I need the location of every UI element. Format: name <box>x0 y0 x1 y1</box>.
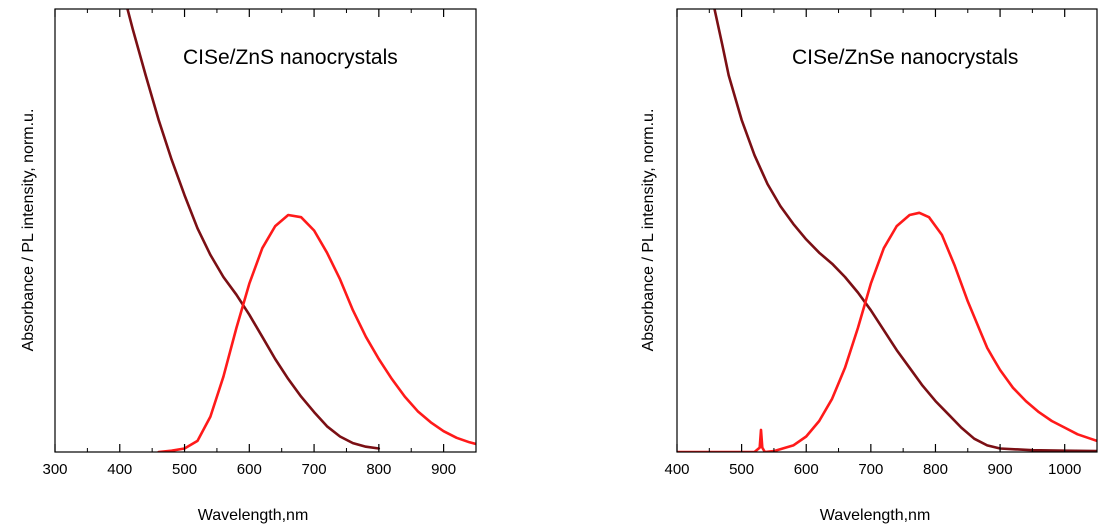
series-line-0 <box>713 9 1097 452</box>
chart-title: CISe/ZnSe nanocrystals <box>792 46 1018 69</box>
x-tick-label: 400 <box>107 461 132 478</box>
x-tick-label: 600 <box>237 461 262 478</box>
series-line-1 <box>677 211 1097 452</box>
y-axis-title: Absorbance / PL intensity, norm.u. <box>20 109 37 352</box>
x-tick-label: 500 <box>729 461 754 478</box>
x-tick-label: 500 <box>172 461 197 478</box>
x-tick-label: 400 <box>664 461 689 478</box>
x-tick-label: 300 <box>42 461 67 478</box>
chart-left: CISe/ZnS nanocrystals Wavelength,nm Abso… <box>20 8 477 524</box>
x-tick-label: 900 <box>988 461 1013 478</box>
series-line-0 <box>126 9 381 450</box>
x-axis-title: Wavelength,nm <box>820 507 931 524</box>
x-axis-title: Wavelength,nm <box>198 507 309 524</box>
plot-frame <box>54 8 477 453</box>
plot-frame <box>676 8 1098 453</box>
series-line-1 <box>157 213 476 452</box>
x-tick-label: 1000 <box>1048 461 1081 478</box>
y-axis-title: Absorbance / PL intensity, norm.u. <box>640 109 657 352</box>
x-tick-label: 800 <box>366 461 391 478</box>
x-tick-label: 600 <box>794 461 819 478</box>
x-tick-label: 700 <box>302 461 327 478</box>
x-tick-label: 800 <box>923 461 948 478</box>
x-tick-label: 900 <box>431 461 456 478</box>
x-tick-label: 700 <box>858 461 883 478</box>
chart-title: CISe/ZnS nanocrystals <box>183 46 398 69</box>
chart-right: CISe/ZnSe nanocrystals Wavelength,nm Abs… <box>640 8 1098 524</box>
